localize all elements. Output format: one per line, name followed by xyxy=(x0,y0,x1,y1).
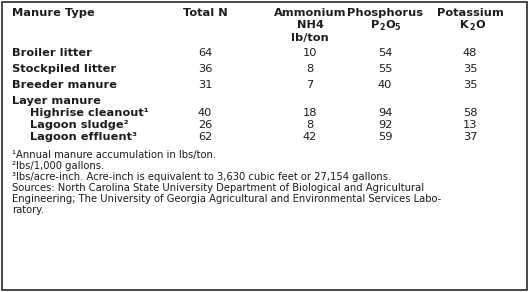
Text: 92: 92 xyxy=(378,120,392,130)
Text: 8: 8 xyxy=(306,120,314,130)
Text: O: O xyxy=(475,20,485,30)
Text: 7: 7 xyxy=(306,80,314,90)
Text: NH4: NH4 xyxy=(297,20,323,30)
Text: Broiler litter: Broiler litter xyxy=(12,48,92,58)
Text: 58: 58 xyxy=(463,108,477,118)
Text: ¹Annual manure accumulation in lbs/ton.: ¹Annual manure accumulation in lbs/ton. xyxy=(12,150,216,160)
Text: 40: 40 xyxy=(198,108,212,118)
Text: Ammonium: Ammonium xyxy=(273,8,346,18)
Text: Highrise cleanout¹: Highrise cleanout¹ xyxy=(30,108,149,118)
Text: 59: 59 xyxy=(378,132,392,142)
Text: ratory.: ratory. xyxy=(12,205,44,215)
Text: ²lbs/1,000 gallons.: ²lbs/1,000 gallons. xyxy=(12,161,104,171)
Text: 35: 35 xyxy=(463,64,477,74)
Text: 36: 36 xyxy=(198,64,212,74)
Text: 37: 37 xyxy=(463,132,477,142)
Text: 48: 48 xyxy=(463,48,477,58)
Text: Stockpiled litter: Stockpiled litter xyxy=(12,64,116,74)
Text: 40: 40 xyxy=(378,80,392,90)
Text: ³lbs/acre-inch. Acre-inch is equivalent to 3,630 cubic feet or 27,154 gallons.: ³lbs/acre-inch. Acre-inch is equivalent … xyxy=(12,172,391,182)
Text: Phosphorus: Phosphorus xyxy=(347,8,423,18)
Text: lb/ton: lb/ton xyxy=(291,33,329,43)
Text: 10: 10 xyxy=(303,48,317,58)
Text: 42: 42 xyxy=(303,132,317,142)
Text: 64: 64 xyxy=(198,48,212,58)
Text: Lagoon sludge²: Lagoon sludge² xyxy=(30,120,129,130)
Text: 35: 35 xyxy=(463,80,477,90)
Text: Layer manure: Layer manure xyxy=(12,96,101,106)
Text: Breeder manure: Breeder manure xyxy=(12,80,117,90)
Text: 55: 55 xyxy=(378,64,392,74)
Text: 26: 26 xyxy=(198,120,212,130)
Text: Potassium: Potassium xyxy=(436,8,504,18)
Text: 31: 31 xyxy=(198,80,212,90)
Text: P: P xyxy=(371,20,379,30)
Text: Total N: Total N xyxy=(183,8,227,18)
Text: 2: 2 xyxy=(379,23,385,32)
Text: 8: 8 xyxy=(306,64,314,74)
Text: O: O xyxy=(385,20,395,30)
Text: Lagoon effluent³: Lagoon effluent³ xyxy=(30,132,137,142)
Text: 54: 54 xyxy=(378,48,392,58)
Text: 5: 5 xyxy=(394,23,399,32)
Text: 2: 2 xyxy=(469,23,475,32)
Text: 62: 62 xyxy=(198,132,212,142)
Text: Engineering; The University of Georgia Agricultural and Environmental Services L: Engineering; The University of Georgia A… xyxy=(12,194,441,204)
Text: K: K xyxy=(460,20,469,30)
Text: 18: 18 xyxy=(303,108,317,118)
Text: 94: 94 xyxy=(378,108,392,118)
Text: 13: 13 xyxy=(463,120,477,130)
Text: Sources: North Carolina State University Department of Biological and Agricultur: Sources: North Carolina State University… xyxy=(12,183,424,193)
Text: Manure Type: Manure Type xyxy=(12,8,95,18)
